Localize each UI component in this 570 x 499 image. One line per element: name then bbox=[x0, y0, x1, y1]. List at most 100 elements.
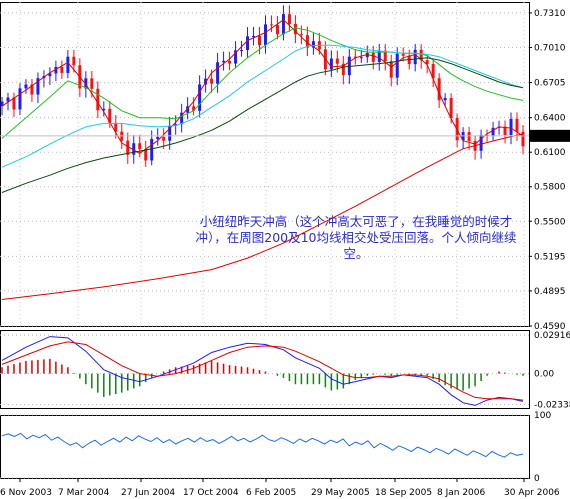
x-tick-label: 8 Jan 2006 bbox=[437, 488, 485, 498]
candle-body bbox=[413, 49, 417, 65]
candle-body bbox=[60, 66, 64, 73]
candle-body bbox=[305, 35, 309, 48]
candle-body bbox=[96, 88, 100, 111]
x-tick-label: 30 Apr 2006 bbox=[504, 488, 560, 498]
candle-body bbox=[174, 124, 178, 126]
candle-body bbox=[30, 84, 34, 95]
price-tick-label: 0.5800 bbox=[534, 183, 566, 193]
candle-body bbox=[138, 143, 142, 150]
candle-body bbox=[66, 56, 70, 73]
candle-body bbox=[269, 24, 273, 26]
candle-body bbox=[240, 50, 244, 52]
candle-body bbox=[479, 135, 483, 151]
candle-body bbox=[425, 60, 429, 65]
macd-line-1 bbox=[1, 341, 524, 401]
candle-body bbox=[114, 122, 118, 132]
ma-line-4 bbox=[1, 133, 524, 300]
candle-body bbox=[168, 125, 172, 141]
price-badge-bg bbox=[530, 129, 570, 142]
candle-body bbox=[156, 136, 160, 139]
x-tick-label: 17 Oct 2004 bbox=[183, 488, 239, 498]
price-badge-label: 0.6242 bbox=[533, 132, 565, 142]
candle-body bbox=[437, 78, 441, 101]
grid-lines bbox=[0, 2, 529, 479]
moving-averages bbox=[0, 19, 529, 300]
candle-body bbox=[144, 149, 148, 161]
candle-body bbox=[263, 24, 267, 46]
price-tick-label: 0.7310 bbox=[534, 9, 566, 19]
macd-line-0 bbox=[1, 336, 524, 406]
macd-tick-label: -0.02338 bbox=[534, 401, 570, 411]
candle-body bbox=[341, 63, 345, 76]
macd-panel bbox=[1, 336, 524, 406]
candle-body bbox=[491, 127, 495, 136]
candle-body bbox=[299, 34, 303, 36]
oscillator-line bbox=[1, 432, 524, 458]
candle-body bbox=[216, 62, 220, 84]
candle-body bbox=[210, 78, 214, 84]
candle-body bbox=[6, 97, 10, 102]
candle-body bbox=[36, 78, 40, 95]
candle-body bbox=[335, 58, 339, 64]
candle-body bbox=[365, 52, 369, 58]
candle-body bbox=[126, 140, 130, 155]
candle-body bbox=[24, 84, 28, 89]
y-axis-ticks: 0.7310 0.7010 0.6705 0.6400 0.6100 0.5800 0.55… bbox=[529, 9, 570, 484]
x-tick-label: 7 Mar 2004 bbox=[58, 488, 110, 498]
candle-body bbox=[252, 35, 256, 37]
candle-body bbox=[329, 58, 333, 70]
price-tick-label: 0.4590 bbox=[534, 322, 566, 332]
candle-body bbox=[162, 136, 166, 141]
macd-tick-label: 0.00 bbox=[534, 370, 554, 380]
candle-body bbox=[371, 52, 375, 62]
macd-tick-label: 0.02916 bbox=[534, 331, 570, 341]
oscillator-panel bbox=[1, 432, 524, 458]
candle-body bbox=[72, 56, 76, 66]
candle-body bbox=[521, 131, 525, 147]
candle-body bbox=[258, 35, 262, 46]
candle-body bbox=[186, 106, 190, 113]
candle-body bbox=[180, 112, 184, 125]
candles bbox=[0, 5, 525, 167]
candle-body bbox=[467, 132, 471, 141]
candle-body bbox=[54, 66, 58, 74]
price-tick-label: 0.6400 bbox=[534, 114, 566, 124]
candle-body bbox=[108, 108, 112, 123]
panel-frame-1 bbox=[0, 330, 530, 409]
candle-body bbox=[311, 41, 315, 48]
candle-body bbox=[84, 78, 88, 89]
candle-body bbox=[246, 36, 250, 51]
ma-line-3 bbox=[1, 57, 524, 193]
candle-body bbox=[353, 56, 357, 58]
candle-body bbox=[281, 14, 285, 35]
x-tick-label: 18 Sep 2005 bbox=[375, 488, 432, 498]
candle-body bbox=[12, 97, 16, 110]
x-tick-label: 29 May 2005 bbox=[311, 488, 370, 498]
candle-body bbox=[18, 88, 22, 110]
current-price-badge: 0.6242 bbox=[530, 129, 570, 142]
ma-line-2 bbox=[1, 44, 524, 168]
annotation-text: 小纽纽昨天冲高（这个冲高太可恶了，在我睡觉的时候才冲），在周图200及10均线相… bbox=[195, 214, 517, 261]
candle-body bbox=[228, 60, 232, 64]
candle-body bbox=[150, 138, 154, 161]
candle-body bbox=[48, 73, 52, 77]
candle-body bbox=[389, 61, 393, 78]
candle-body bbox=[102, 108, 106, 111]
candle-body bbox=[275, 25, 279, 35]
candle-body bbox=[90, 78, 94, 89]
ma-line-0 bbox=[1, 19, 524, 154]
panel-frame-2 bbox=[0, 415, 530, 479]
osc-tick-label: 100 bbox=[534, 411, 551, 421]
candle-body bbox=[401, 53, 405, 56]
candle-body bbox=[0, 101, 4, 107]
candle-body bbox=[449, 97, 453, 119]
candle-body bbox=[395, 53, 399, 78]
candle-body bbox=[198, 84, 202, 111]
candle-body bbox=[132, 143, 136, 155]
candle-body bbox=[431, 64, 435, 79]
x-tick-label: 6 Nov 2003 bbox=[0, 488, 52, 498]
candle-body bbox=[287, 14, 291, 24]
candle-body bbox=[222, 60, 226, 63]
candle-body bbox=[515, 118, 519, 132]
